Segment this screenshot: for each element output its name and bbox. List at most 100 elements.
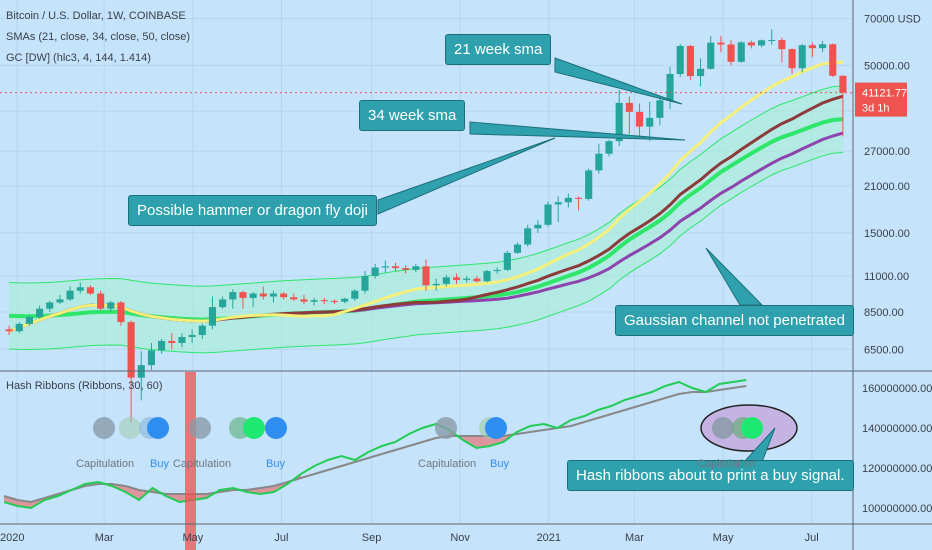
candle-body — [290, 297, 298, 300]
gaussian-band — [9, 86, 843, 353]
price-axis-label: 27000.00 — [864, 146, 910, 158]
sma-legend: SMAs (21, close, 34, close, 50, close) — [6, 31, 191, 43]
time-axis-label: Nov — [450, 532, 470, 544]
candle-body — [239, 292, 247, 298]
candle-body — [717, 42, 725, 45]
time-axis-label: 2021 — [537, 532, 561, 544]
candle-body — [361, 276, 369, 291]
candle-body — [280, 293, 288, 298]
candle-body — [707, 42, 715, 69]
candle-body — [442, 277, 450, 284]
time-axis-label: May — [713, 532, 734, 544]
candle-body — [127, 322, 135, 378]
candle-body — [788, 49, 796, 69]
capitulation-fill — [4, 496, 18, 506]
price-axis-label: 15000.00 — [864, 228, 910, 240]
candle-body — [574, 197, 583, 199]
candle-body — [341, 298, 349, 302]
candle-body — [56, 299, 64, 303]
candle-body — [524, 228, 532, 245]
candle-body — [188, 335, 196, 337]
signal-dot — [435, 417, 457, 439]
candle-body — [493, 269, 501, 272]
candle-body — [544, 204, 552, 225]
candle-body — [219, 299, 227, 308]
candle-body — [758, 40, 766, 46]
capitulation-label: Capitulation — [418, 458, 477, 470]
signal-dot — [93, 417, 115, 439]
candle-body — [778, 40, 786, 50]
candle-body — [605, 141, 613, 154]
candle-body — [229, 292, 237, 300]
last-price-tag — [855, 82, 907, 117]
signal-dot — [712, 417, 734, 439]
capitulation-label: Capitulation — [173, 458, 232, 470]
candle-body — [117, 302, 125, 323]
time-axis-label: 2020 — [0, 532, 24, 544]
annotation-21-week-sma: 21 week sma — [445, 34, 552, 65]
signal-dot — [741, 417, 763, 439]
candle-body — [178, 336, 186, 343]
candle-body — [534, 224, 542, 229]
pointer-34-sma — [469, 121, 686, 141]
candle-body — [198, 325, 206, 336]
candle-body — [391, 266, 400, 269]
time-axis-label: Mar — [625, 532, 644, 544]
hash-ribbons-pane — [3, 379, 747, 510]
candle-body — [97, 293, 105, 309]
candle-body — [483, 271, 491, 282]
price-axis-label: 6500.00 — [864, 344, 904, 356]
candle-body — [452, 277, 461, 280]
candle-body — [46, 302, 54, 309]
candle-body — [147, 350, 156, 366]
hash-slow-line — [3, 385, 747, 504]
candle-body — [402, 268, 410, 270]
candle-body — [432, 283, 440, 286]
hash-fast-line — [3, 379, 747, 510]
candle-body — [36, 308, 44, 317]
signal-dot — [119, 417, 141, 439]
signal-dot — [265, 417, 287, 439]
candle-body — [330, 300, 339, 302]
candle-body — [808, 45, 816, 49]
capitulation-label: Capitulation — [697, 458, 756, 470]
hash-axis-label: 160000000.00 — [862, 383, 932, 395]
candle-body — [819, 44, 827, 49]
pointer-21-sma — [554, 57, 683, 105]
price-axis-label: 70000 USD — [864, 14, 921, 26]
price-axis: 70000 USD 50000.00 27000.00 21000.00 15000.0… — [855, 14, 921, 356]
candle-body — [15, 323, 23, 332]
pointer-hammer — [377, 137, 556, 215]
price-axis-label: 11000.00 — [864, 271, 909, 283]
hash-axis: 160000000.00 140000000.00 120000000.00 1000… — [862, 383, 932, 515]
hash-axis-label: 100000000.00 — [862, 503, 932, 515]
candle-body — [249, 293, 257, 298]
candle-body — [839, 75, 847, 93]
candle-body — [554, 202, 562, 205]
candle-body — [5, 329, 13, 332]
candle-body — [310, 300, 318, 302]
buy-label: Buy — [266, 458, 285, 470]
candle-body — [676, 45, 684, 75]
candle-body — [696, 68, 705, 77]
hash-signal-dots — [93, 404, 798, 452]
candle-body — [107, 302, 115, 309]
countdown-label: 3d 1h — [862, 103, 890, 115]
candle-body — [747, 42, 755, 46]
candle-body — [381, 266, 389, 268]
candle-body — [463, 278, 471, 280]
candle-body — [829, 44, 837, 76]
time-axis-label: Jul — [274, 532, 288, 544]
buy-label: Buy — [490, 458, 509, 470]
last-price-label: 41121.77 — [862, 88, 907, 100]
candle-body — [208, 307, 217, 326]
candle-body — [371, 267, 379, 277]
candle-body — [564, 197, 572, 203]
signal-dot — [243, 417, 265, 439]
candle-body — [666, 74, 674, 101]
candle-body — [473, 278, 481, 282]
candle-body — [737, 42, 745, 62]
buy-label: Buy — [150, 458, 169, 470]
signal-dot — [485, 417, 507, 439]
